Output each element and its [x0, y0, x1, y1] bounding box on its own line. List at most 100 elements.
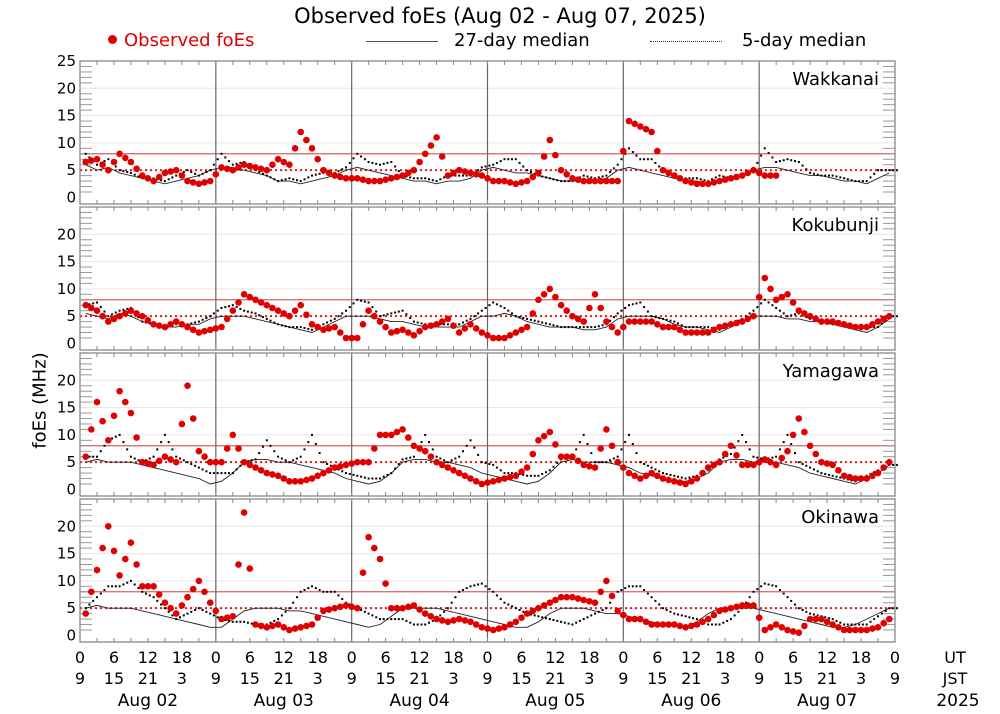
observed-point	[133, 561, 140, 568]
observed-point	[852, 475, 859, 482]
observed-point	[693, 329, 701, 336]
legend-27day: 27-day median	[366, 30, 590, 51]
observed-point	[829, 318, 836, 325]
median-5day-point	[895, 607, 898, 610]
median-5day-point	[186, 461, 189, 464]
observed-point	[857, 475, 865, 482]
median-5day-point	[288, 607, 291, 610]
observed-point	[240, 291, 248, 298]
median-5day-point	[650, 315, 653, 318]
observed-point	[738, 172, 746, 179]
median-5day-point	[405, 175, 408, 178]
x-tick-label-jst: 3	[177, 669, 187, 688]
median-5day-point	[280, 457, 283, 460]
y-tick-label: 10	[57, 426, 76, 444]
median-5day-point	[390, 472, 393, 475]
observed-point	[704, 464, 712, 471]
observed-point	[501, 624, 508, 631]
median-5day-point	[526, 169, 529, 172]
observed-point	[863, 626, 870, 634]
median-5day-point	[771, 456, 774, 459]
observed-point	[348, 603, 356, 611]
observed-point	[223, 445, 231, 452]
median-5day-point	[122, 170, 125, 173]
observed-point	[455, 469, 463, 477]
median-5day-point	[605, 174, 608, 177]
median-5day-point	[892, 607, 895, 610]
median-5day-point	[880, 612, 883, 615]
x-tick-label-ut: 6	[788, 648, 798, 667]
observed-point	[823, 460, 831, 467]
observed-point	[546, 285, 554, 293]
median-5day-point	[801, 164, 804, 167]
median-5day-point	[778, 589, 781, 591]
median-5day-point	[797, 607, 800, 610]
median-5day-point	[507, 158, 510, 161]
median-5day-point	[318, 589, 321, 591]
median-5day-point	[560, 620, 563, 623]
median-5day-point	[541, 175, 544, 178]
median-5day-point	[360, 155, 363, 158]
observed-point	[654, 472, 661, 480]
observed-point	[772, 296, 780, 304]
median-5day-point	[322, 323, 325, 326]
observed-point	[229, 613, 237, 620]
median-5day-point	[563, 621, 566, 624]
observed-point	[620, 611, 627, 619]
observed-point	[478, 172, 486, 179]
observed-point	[467, 321, 474, 328]
observed-point	[540, 432, 548, 440]
median-5day-point	[231, 620, 234, 623]
median-5day-point	[194, 464, 197, 467]
observed-point	[127, 307, 135, 315]
legend-5day-label: 5-day median	[742, 30, 867, 51]
observed-point	[597, 445, 604, 452]
median-5day-point	[522, 165, 525, 168]
observed-point	[178, 172, 186, 179]
observed-point	[167, 456, 174, 463]
observed-point	[201, 179, 208, 186]
x-tick-label-jst: 9	[890, 669, 900, 688]
median-5day-point	[620, 589, 623, 591]
observed-point	[105, 523, 112, 530]
observed-point	[512, 618, 520, 626]
median-5day-point	[435, 455, 438, 458]
median-5day-point	[643, 463, 646, 465]
observed-point	[654, 621, 661, 628]
observed-point	[603, 426, 610, 433]
observed-point	[399, 426, 406, 433]
x-unit-ut: UT	[944, 648, 966, 667]
median-5day-point	[597, 325, 600, 328]
median-5day-point	[201, 609, 204, 611]
median-5day-point	[280, 179, 283, 182]
observed-point	[314, 472, 322, 480]
median-5day-point	[88, 156, 91, 159]
median-5day-point	[390, 618, 393, 621]
observed-point	[206, 458, 214, 466]
median-5day-point	[616, 312, 619, 315]
observed-point	[506, 473, 514, 481]
median-5day-point	[495, 594, 498, 597]
y-tick-label: 20	[57, 371, 76, 389]
observed-point	[614, 607, 621, 615]
median-5day-point	[386, 618, 389, 621]
observed-point	[178, 321, 186, 328]
median-5day-point	[646, 158, 649, 161]
observed-point	[127, 158, 135, 166]
observed-point	[144, 175, 152, 182]
median-5day-point	[601, 175, 604, 178]
median-5day-point	[786, 433, 789, 436]
year-label: 2025	[936, 691, 979, 711]
median-5day-point	[790, 159, 793, 162]
median-5day-point	[424, 623, 427, 626]
x-tick-label-ut: 6	[516, 648, 526, 667]
median-5day-point	[816, 470, 819, 473]
median-5day-point	[216, 616, 219, 619]
median-5day-point	[382, 618, 385, 621]
median-5day-point	[186, 169, 189, 172]
observed-point	[523, 323, 531, 331]
median-5day-point	[718, 623, 721, 626]
median-5day-point	[299, 326, 302, 329]
observed-point	[671, 172, 678, 179]
observed-point	[755, 293, 763, 301]
